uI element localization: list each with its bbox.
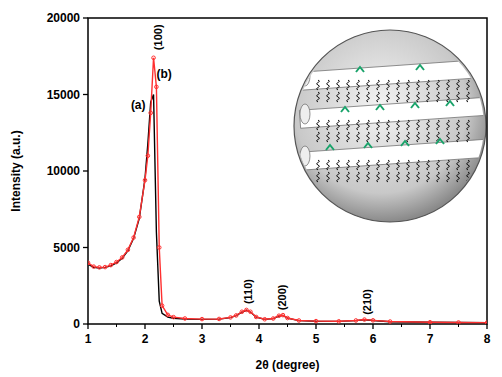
series-marker [88, 261, 90, 265]
series-marker [354, 319, 358, 323]
y-tick [83, 323, 88, 324]
x-minor-tick [287, 324, 288, 327]
plot-area [88, 56, 487, 324]
y-tick [83, 170, 88, 171]
y-tick-label: 20000 [47, 11, 81, 25]
y-tick-label: 10000 [47, 164, 81, 178]
series-marker [371, 319, 375, 323]
series-marker [337, 320, 341, 324]
series-marker [245, 308, 249, 312]
series-marker [157, 246, 161, 250]
x-tick-label: 7 [427, 332, 434, 346]
series-marker [277, 314, 281, 318]
y-tick [83, 94, 88, 95]
x-minor-tick [458, 324, 459, 327]
x-minor-tick [344, 324, 345, 327]
series-marker [92, 265, 96, 269]
series-marker [229, 316, 233, 320]
inset-illustration [294, 30, 500, 222]
series-marker [132, 236, 136, 240]
peak-label: (200) [276, 284, 288, 310]
series-marker [485, 321, 487, 324]
series-marker [281, 313, 285, 317]
series-marker [234, 314, 238, 318]
series-marker [200, 317, 204, 321]
series-marker [152, 56, 156, 60]
chart: 1 2 3 4 5 6 7 8 0 5000 10000 15000 20000 2θ (degree) I… [0, 0, 502, 377]
series-marker [263, 317, 267, 321]
series-marker [254, 315, 258, 319]
series-marker [457, 321, 461, 324]
x-tick [87, 324, 88, 329]
series-label: (a) [131, 98, 146, 112]
x-tick-label: 8 [484, 332, 491, 346]
x-tick [201, 324, 202, 329]
x-axis-title: 2θ (degree) [256, 358, 320, 372]
y-tick-label: 0 [73, 317, 80, 331]
x-tick [372, 324, 373, 329]
peak-label: (100) [152, 24, 164, 50]
series-marker [103, 265, 107, 269]
series-marker [286, 316, 290, 320]
x-tick [486, 324, 487, 329]
series-label: (b) [157, 67, 172, 81]
y-axis-title: Intensity (a.u.) [9, 130, 23, 211]
series-marker [149, 111, 153, 115]
x-tick-label: 2 [142, 332, 149, 346]
x-minor-tick [116, 324, 117, 327]
x-minor-tick [230, 324, 231, 327]
series-line [88, 58, 487, 323]
series-marker [428, 320, 432, 324]
x-tick-label: 6 [370, 332, 377, 346]
plot-frame [88, 18, 487, 324]
x-tick [315, 324, 316, 329]
series-marker [249, 310, 253, 314]
series-marker [120, 256, 124, 260]
series-marker [98, 266, 102, 270]
series-marker [183, 317, 187, 321]
series-marker [217, 317, 221, 321]
y-tick-label: 15000 [47, 88, 81, 102]
series-marker [314, 319, 318, 323]
series-line [88, 95, 487, 323]
x-tick-label: 4 [256, 332, 263, 346]
x-minor-tick [401, 324, 402, 327]
series-marker [297, 319, 301, 323]
series-marker [138, 215, 142, 219]
series-marker [126, 248, 130, 252]
peak-label: (110) [242, 279, 254, 304]
x-tick [144, 324, 145, 329]
series-marker [160, 304, 164, 308]
series-marker [166, 313, 170, 317]
series-marker [240, 310, 244, 314]
x-tick [429, 324, 430, 329]
series-marker [143, 178, 147, 182]
x-minor-tick [173, 324, 174, 327]
x-tick [258, 324, 259, 329]
series-marker [172, 315, 176, 319]
series-marker [363, 318, 367, 322]
series-marker [155, 85, 159, 89]
y-tick-label: 5000 [53, 241, 80, 255]
peak-label: (210) [361, 289, 373, 315]
x-tick-label: 5 [313, 332, 320, 346]
series-marker [109, 263, 113, 267]
series-marker [115, 260, 119, 264]
x-tick-label: 3 [199, 332, 206, 346]
y-tick [83, 247, 88, 248]
series-marker [388, 320, 392, 324]
series-marker [146, 154, 150, 158]
x-tick-label: 1 [85, 332, 92, 346]
series-marker [271, 317, 275, 321]
y-tick [83, 17, 88, 18]
